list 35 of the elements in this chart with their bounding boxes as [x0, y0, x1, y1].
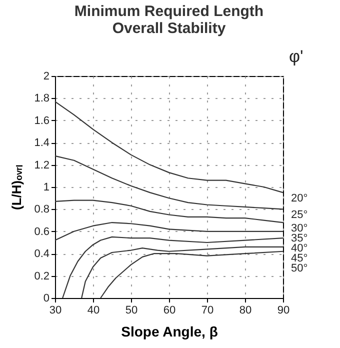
series-label: 20°	[291, 192, 308, 205]
line-series	[62, 236, 284, 299]
y-tick-label: 1.8	[34, 92, 50, 105]
line-series	[54, 222, 284, 241]
series-label: 45°	[291, 252, 308, 265]
line-series	[81, 246, 284, 299]
x-axis-title: Slope Angle, β	[121, 324, 218, 340]
series-label: 30°	[291, 222, 308, 235]
line-series	[54, 155, 284, 210]
x-tick-label: 80	[239, 304, 252, 316]
y-tick-label: 1	[43, 182, 50, 194]
x-tick-label: 30	[49, 304, 62, 316]
series-label: 25°	[291, 209, 308, 222]
line-series	[54, 100, 284, 194]
legend-title: φ'	[289, 47, 304, 66]
series-label: 35°	[291, 232, 308, 245]
line-series	[54, 200, 284, 224]
y-tick-label: 2	[43, 70, 50, 82]
y-axis-title: (L/H)ₒᵥᵣₗ	[9, 165, 24, 210]
y-tick-label: 1.4	[34, 137, 50, 150]
y-tick-label: 1.6	[34, 114, 50, 127]
x-tick-label: 40	[87, 304, 100, 316]
chart-title: Minimum Required Length Overall Stability	[74, 3, 264, 37]
series-label: 40°	[291, 242, 308, 255]
y-tick-label: 0	[43, 292, 50, 304]
x-tick-label: 90	[277, 304, 290, 316]
y-tick-label: 0.8	[34, 204, 50, 216]
y-tick-label: 0.4	[34, 248, 50, 260]
x-tick-label: 70	[201, 304, 214, 316]
x-tick-label: 50	[125, 304, 138, 316]
x-tick-label: 60	[163, 304, 176, 316]
y-tick-label: 0.2	[34, 270, 50, 282]
series-label: 50°	[291, 262, 308, 275]
y-tick-label: 0.6	[34, 226, 50, 238]
y-tick-label: 1.2	[34, 159, 50, 172]
